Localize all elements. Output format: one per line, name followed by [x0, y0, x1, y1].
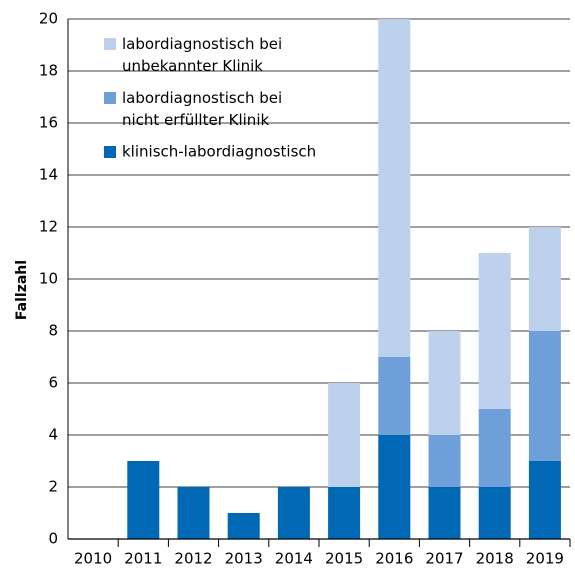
y-tick-label: 14: [39, 166, 58, 184]
legend-swatch: [104, 146, 116, 158]
x-tick-label: 2015: [325, 550, 363, 568]
y-tick-label: 4: [48, 426, 58, 444]
legend-label: labordiagnostisch bei nicht erfüllter Kli…: [122, 89, 282, 129]
y-tick-label: 6: [48, 374, 58, 392]
y-axis-label: Fallzahl: [14, 260, 30, 320]
bar-segment: [177, 487, 210, 539]
y-tick-label: 2: [48, 478, 58, 496]
bar-segment: [478, 487, 511, 539]
x-tick-label: 2010: [74, 550, 112, 568]
bar-segment: [528, 331, 561, 461]
x-tick-label: 2014: [275, 550, 313, 568]
y-tick-label: 16: [39, 114, 58, 132]
bar-segment: [478, 409, 511, 487]
x-tick-label: 2012: [174, 550, 212, 568]
legend-swatch: [104, 92, 116, 104]
bar-segment: [528, 227, 561, 331]
bar-segment: [528, 461, 561, 539]
legend-swatch: [104, 38, 116, 50]
x-tick-label: 2017: [425, 550, 463, 568]
bar-segment: [378, 357, 411, 435]
bar-segment: [227, 513, 260, 539]
x-tick-label: 2011: [124, 550, 162, 568]
bar-segment: [277, 487, 310, 539]
bar-segment: [428, 435, 461, 487]
bar-segment: [378, 435, 411, 539]
bar-segment: [428, 331, 461, 435]
legend-label: labordiagnostisch bei unbekannter Klinik: [122, 35, 282, 75]
y-tick-label: 10: [39, 270, 58, 288]
bar-segment: [378, 19, 411, 357]
y-tick-label: 0: [48, 530, 58, 548]
y-tick-label: 8: [48, 322, 58, 340]
x-tick-label: 2013: [225, 550, 263, 568]
y-tick-label: 12: [39, 218, 58, 236]
bar-segment: [328, 383, 361, 487]
y-tick-label: 20: [39, 10, 58, 28]
bar-segment: [428, 487, 461, 539]
bar-segment: [127, 461, 160, 539]
x-tick-label: 2019: [526, 550, 564, 568]
legend-label: klinisch-labordiagnostisch: [122, 143, 316, 161]
bar-segment: [478, 253, 511, 409]
bar-segment: [328, 487, 361, 539]
x-tick-label: 2016: [375, 550, 413, 568]
y-tick-label: 18: [39, 62, 58, 80]
x-tick-label: 2018: [476, 550, 514, 568]
